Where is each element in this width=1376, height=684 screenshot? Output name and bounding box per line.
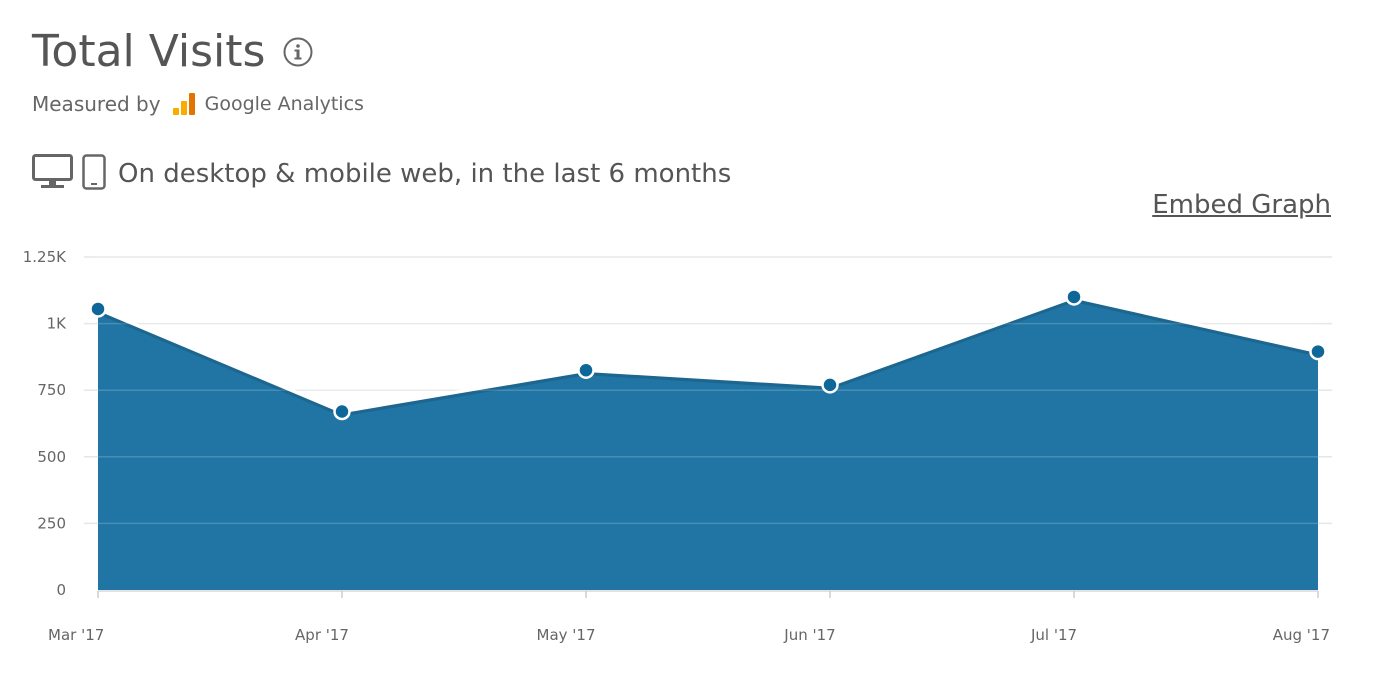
data-markers [89,288,1327,421]
title-row: Total Visits [32,26,313,77]
visits-area-chart: 0 250 500 750 1K 1.25K Mar '17 Apr '17 May '17 Ju… [23,248,1332,644]
embed-graph-link[interactable]: Embed Graph [1152,190,1331,220]
y-tick-label-4: 1K [47,315,68,333]
x-tick-label-2: May '17 [537,626,596,644]
x-tick-label-4: Jul '17 [1030,626,1077,644]
x-axis [97,590,1319,598]
provider-name: Google Analytics [204,93,364,115]
desktop-monitor-icon [32,154,74,194]
device-caption: On desktop & mobile web, in the last 6 m… [118,159,732,189]
tick-labels: 0 250 500 750 1K 1.25K Mar '17 Apr '17 May '17 Ju… [23,248,1330,644]
x-tick-label-1: Apr '17 [295,626,349,644]
info-circle-icon[interactable] [283,37,313,67]
x-tick-label-0: Mar '17 [48,626,104,644]
data-point-2 [577,361,595,379]
y-tick-label-3: 750 [37,381,66,399]
data-point-1 [333,402,351,421]
device-row: On desktop & mobile web, in the last 6 m… [32,154,731,194]
mobile-phone-icon [82,154,106,194]
data-point-0 [89,300,107,318]
y-tick-label-1: 250 [37,514,66,532]
google-analytics-logo: Google Analytics [172,93,364,115]
page-title: Total Visits [32,26,266,77]
area-fill [98,296,1318,590]
measured-by-row: Measured by Google Analytics [32,92,364,116]
data-point-3 [821,376,839,394]
x-tick-label-5: Aug '17 [1273,626,1330,644]
data-point-4 [1065,288,1083,306]
y-tick-label-5: 1.25K [23,248,67,266]
data-point-5 [1309,342,1327,361]
measured-by-label: Measured by [32,92,161,116]
y-tick-label-2: 500 [37,448,66,466]
x-tick-label-3: Jun '17 [783,626,835,644]
series-line [97,295,1319,414]
y-tick-label-0: 0 [56,581,66,599]
series-line-shadow [96,295,1319,417]
area-series [96,256,1319,590]
